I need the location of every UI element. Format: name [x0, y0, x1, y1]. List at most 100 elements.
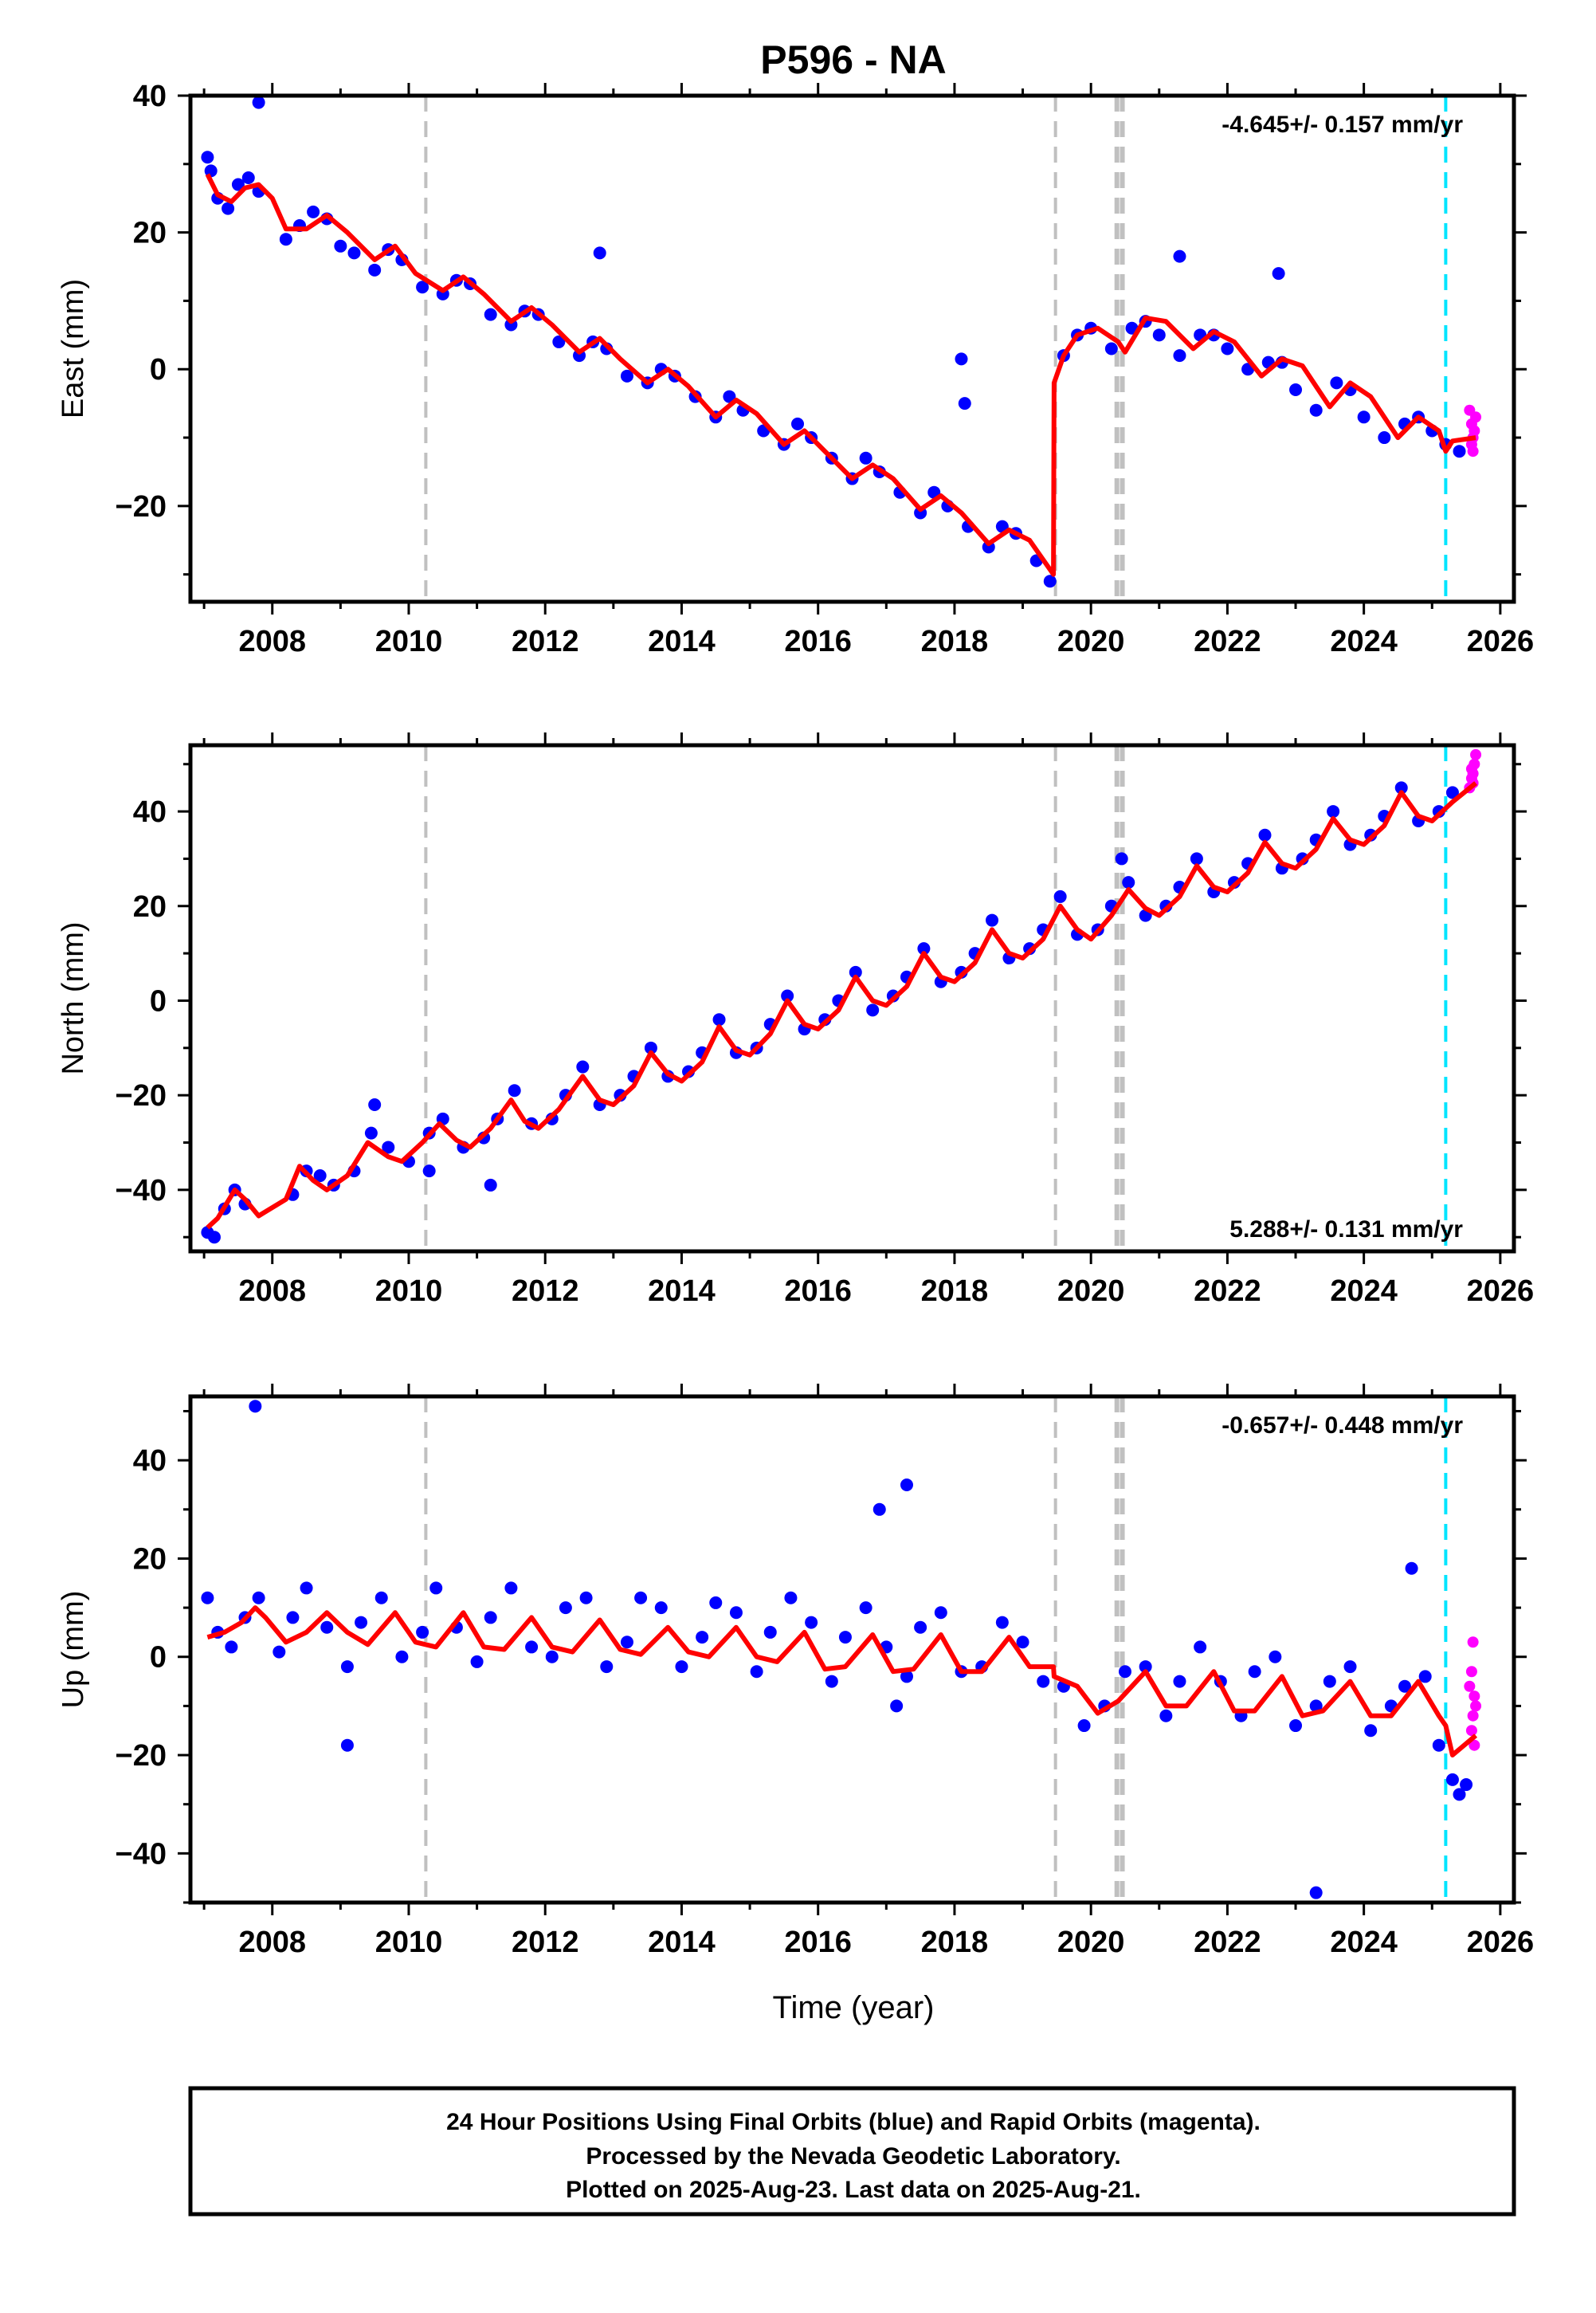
- north-final-point: [1445, 786, 1459, 799]
- up-final-point: [729, 1606, 743, 1620]
- up-final-point: [995, 1616, 1009, 1629]
- east-final-point: [368, 263, 382, 277]
- up-rapid-point: [1467, 1710, 1479, 1722]
- footer-line-2: Processed by the Nevada Geodetic Laborat…: [586, 2143, 1120, 2170]
- north-final-point: [1122, 876, 1135, 889]
- north-y-tick-label: 40: [133, 795, 167, 829]
- up-final-point: [1453, 1788, 1466, 1801]
- up-final-point: [1309, 1886, 1323, 1899]
- north-x-tick-label: 2008: [238, 1274, 306, 1308]
- up-final-point: [1248, 1665, 1261, 1679]
- up-final-point: [1289, 1719, 1303, 1733]
- up-final-point: [1269, 1650, 1282, 1663]
- north-x-tick-label: 2026: [1467, 1274, 1535, 1308]
- east-y-tick-label: 20: [133, 217, 167, 250]
- up-final-point: [225, 1640, 238, 1654]
- north-model-line: [206, 781, 1477, 1230]
- up-final-point: [201, 1591, 214, 1604]
- up-final-point: [579, 1591, 593, 1604]
- north-panel: 2008 2010 2012 2014 2016 2018 2020 2022 2024 2026…: [57, 732, 1534, 1308]
- footer-box: [188, 2086, 1516, 2217]
- up-y-tick-label: −40: [116, 1837, 167, 1871]
- east-final-point: [1309, 403, 1323, 417]
- up-final-point: [525, 1640, 539, 1654]
- east-x-tick-label: 2016: [784, 625, 852, 658]
- north-final-point: [986, 913, 999, 927]
- north-x-tick-label: 2010: [375, 1274, 443, 1308]
- up-final-point: [900, 1478, 913, 1491]
- up-final-point: [914, 1620, 927, 1634]
- footer-line-1: 24 Hour Positions Using Final Orbits (bl…: [446, 2109, 1261, 2135]
- up-y-tick-label: 20: [133, 1542, 167, 1576]
- east-final-point: [201, 151, 214, 164]
- east-x-tick-label: 2024: [1330, 625, 1398, 658]
- up-x-tick-label: 2010: [375, 1926, 443, 1959]
- north-y-tick-label: −20: [116, 1079, 167, 1113]
- up-final-point: [429, 1581, 443, 1595]
- east-final-point: [1453, 445, 1466, 458]
- up-final-point: [1159, 1709, 1173, 1722]
- north-x-tick-label: 2012: [512, 1274, 579, 1308]
- east-final-point: [955, 352, 968, 366]
- north-rapid-point: [1470, 748, 1482, 760]
- north-plot-area: [201, 745, 1482, 1251]
- east-plot-area: [201, 96, 1482, 602]
- east-final-point: [791, 417, 805, 430]
- east-final-point: [1272, 267, 1285, 281]
- up-x-tick-label: 2022: [1194, 1926, 1261, 1959]
- up-final-point: [273, 1645, 286, 1659]
- east-frame: [188, 93, 1516, 604]
- up-final-point: [620, 1636, 633, 1649]
- east-x-tick-label: 2020: [1057, 625, 1125, 658]
- north-rate-label: 5.288+/- 0.131 mm/yr: [1229, 1216, 1463, 1243]
- up-final-point: [340, 1660, 354, 1674]
- up-final-point: [249, 1400, 262, 1413]
- north-final-point: [364, 1126, 378, 1140]
- up-final-point: [696, 1631, 709, 1644]
- up-rapid-point: [1467, 1636, 1479, 1648]
- north-y-tick-label: 20: [133, 890, 167, 924]
- north-x-tick-label: 2022: [1194, 1274, 1261, 1308]
- up-final-point: [1398, 1679, 1412, 1693]
- up-final-point: [784, 1591, 798, 1604]
- north-final-point: [1327, 805, 1340, 819]
- east-x-tick-label: 2012: [512, 625, 579, 658]
- east-panel: 2008 2010 2012 2014 2016 2018 2020 2022 2024 2026…: [57, 80, 1534, 658]
- east-final-point: [347, 246, 361, 260]
- east-y-tick-label: 40: [133, 80, 167, 113]
- up-final-point: [374, 1591, 388, 1604]
- east-final-point: [1104, 342, 1118, 355]
- north-final-point: [1115, 852, 1128, 866]
- north-final-point: [382, 1141, 395, 1154]
- north-final-point: [1053, 889, 1067, 903]
- up-final-point: [470, 1655, 484, 1668]
- up-final-point: [825, 1675, 838, 1688]
- up-rapid-point: [1470, 1700, 1482, 1712]
- north-x-tick-label: 2024: [1330, 1274, 1398, 1308]
- up-final-point: [1432, 1738, 1445, 1752]
- east-x-tick-label: 2014: [648, 625, 716, 658]
- up-x-tick-label: 2012: [512, 1926, 579, 1959]
- north-final-point: [313, 1169, 327, 1183]
- north-final-point: [866, 1003, 880, 1017]
- up-x-tick-label: 2018: [921, 1926, 989, 1959]
- up-final-point: [709, 1596, 723, 1609]
- up-rapid-point: [1464, 1680, 1476, 1692]
- up-rapid-point: [1465, 1725, 1477, 1737]
- east-final-point: [1289, 383, 1303, 396]
- up-y-tick-label: 0: [150, 1641, 167, 1675]
- up-final-point: [1405, 1561, 1418, 1575]
- up-final-point: [1418, 1670, 1432, 1683]
- up-final-point: [634, 1591, 648, 1604]
- up-final-point: [545, 1650, 559, 1663]
- up-final-point: [890, 1699, 904, 1713]
- up-x-tick-label: 2024: [1330, 1926, 1398, 1959]
- east-final-point: [204, 164, 218, 178]
- east-final-point: [1173, 349, 1186, 363]
- east-final-point: [723, 390, 736, 403]
- north-final-point: [484, 1178, 497, 1192]
- north-final-point: [576, 1060, 590, 1074]
- east-final-point: [222, 202, 235, 215]
- east-y-tick-label: 0: [150, 353, 167, 387]
